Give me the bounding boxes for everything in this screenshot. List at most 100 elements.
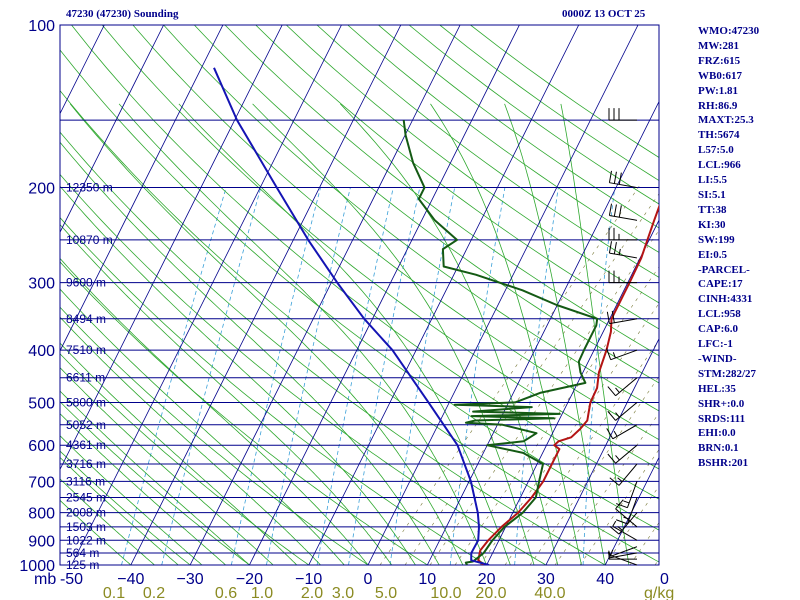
wind-barb xyxy=(608,227,637,241)
height-label: 2545 m xyxy=(66,491,106,505)
index-item: EI:0.5 xyxy=(698,248,728,261)
isotherm-line xyxy=(60,25,224,352)
pressure-label: 1000 xyxy=(19,558,55,575)
moist-adiabat xyxy=(178,103,511,565)
wind-barb-flag xyxy=(607,386,616,397)
moist-adiabat xyxy=(252,103,535,565)
temperature-label: −20 xyxy=(236,571,263,588)
wind-barb-half-flag xyxy=(623,500,630,504)
wind-barb-flag xyxy=(615,519,628,525)
mixing-ratio-line xyxy=(161,187,262,565)
temperature-label: −30 xyxy=(177,571,204,588)
isotherm-line xyxy=(249,25,520,565)
moist-adiabat xyxy=(504,103,606,565)
index-item: HEL:35 xyxy=(698,382,736,395)
index-item: BRN:0.1 xyxy=(698,442,739,455)
moist-adiabat xyxy=(430,103,582,565)
wind-barb xyxy=(609,463,638,486)
temperature-label: 0 xyxy=(364,571,373,588)
height-label: 7510 m xyxy=(66,343,106,357)
wind-barb-flag xyxy=(606,348,612,360)
wind-barb-staff xyxy=(615,377,638,397)
wind-barb xyxy=(606,424,638,440)
wind-barb-staff xyxy=(609,318,638,325)
index-item: CAPE:17 xyxy=(698,278,743,291)
pressure-unit-label: mb xyxy=(34,571,56,588)
parcel-line xyxy=(213,67,490,565)
moist-adiabat xyxy=(60,257,369,565)
mixing-ratio-label: 0.6 xyxy=(215,585,237,600)
temperature-label: 0 xyxy=(660,571,669,588)
wind-barb-staff xyxy=(609,552,638,559)
aux-dotted-line xyxy=(454,266,659,565)
mixing-ratio-label: 5.0 xyxy=(375,585,397,600)
index-item: -WIND- xyxy=(698,352,737,365)
wind-barb-staff xyxy=(610,546,638,557)
dry-adiabat xyxy=(71,25,659,500)
wind-barb xyxy=(607,444,638,464)
moist-adiabat xyxy=(340,103,559,565)
wind-barb-half-flag xyxy=(615,412,620,418)
wind-barb-half-flag xyxy=(615,387,620,393)
isotherm-line xyxy=(367,25,639,565)
index-item: WMO:47230 xyxy=(698,25,760,37)
height-label: 12350 m xyxy=(66,181,113,195)
wind-barb xyxy=(608,170,638,189)
height-label: 1022 m xyxy=(66,533,106,547)
wind-barb-half-flag xyxy=(618,248,621,255)
wind-barb xyxy=(607,377,638,397)
wind-barb-staff xyxy=(609,214,638,221)
index-item: EHI:0.0 xyxy=(698,427,736,440)
wind-barb-staff xyxy=(618,463,638,486)
wind-barb-flag xyxy=(608,170,613,183)
moist-adiabat xyxy=(560,103,630,565)
index-item: SHR+:0.0 xyxy=(698,397,745,410)
wind-barb-half-flag xyxy=(612,520,617,527)
index-item: MAXT:25.3 xyxy=(698,114,754,127)
isotherm-line xyxy=(308,25,580,565)
isotherm-line xyxy=(60,25,283,471)
index-item: PW:1.81 xyxy=(698,84,739,97)
index-item: CINH:4331 xyxy=(698,293,753,306)
pressure-label: 800 xyxy=(28,506,55,523)
pressure-label: 100 xyxy=(28,18,55,35)
index-item: L57:5.0 xyxy=(698,144,734,157)
aux-dotted-line xyxy=(755,185,800,565)
wind-barb-half-flag xyxy=(615,455,620,461)
wind-barb xyxy=(608,203,638,221)
moist-adiabat xyxy=(60,413,226,565)
wind-barb-flag xyxy=(606,428,614,440)
wind-barb-flag xyxy=(607,453,616,464)
moist-adiabat xyxy=(60,342,298,565)
moist-adiabat xyxy=(60,288,345,565)
aux-dotted-line xyxy=(554,412,659,565)
wind-barb-staff xyxy=(612,424,638,440)
wind-barb-half-flag xyxy=(623,516,630,520)
index-item: FRZ:615 xyxy=(698,54,741,67)
index-item: SW:199 xyxy=(698,233,735,246)
temperature-label: -50 xyxy=(60,571,83,588)
isotherm-line xyxy=(60,25,164,234)
index-item: LCL:966 xyxy=(698,159,741,172)
wind-barb-half-flag xyxy=(617,477,623,482)
wind-barb-half-flag xyxy=(607,551,610,558)
index-item: SI:5.1 xyxy=(698,188,726,201)
isotherm-line xyxy=(486,219,659,565)
index-item: BSHR:201 xyxy=(698,457,749,470)
mixing-ratio-unit: g/kg xyxy=(644,585,674,600)
wind-barb xyxy=(608,241,638,259)
plot-frame xyxy=(59,24,660,566)
height-label: 1503 m xyxy=(66,520,106,534)
isotherm-line xyxy=(545,337,659,565)
height-label: 3716 m xyxy=(66,457,106,471)
index-item: CAP:6.0 xyxy=(698,323,739,336)
mixing-ratio-label: 0.1 xyxy=(103,585,125,600)
wind-barb-flag xyxy=(613,242,617,255)
mixing-ratio-label: 10.0 xyxy=(430,585,461,600)
wind-barb-flag xyxy=(609,526,620,535)
pressure-label: 200 xyxy=(28,181,55,198)
pressure-label: 500 xyxy=(28,395,55,412)
wind-barb xyxy=(606,348,638,361)
pressure-label: 300 xyxy=(28,276,55,293)
